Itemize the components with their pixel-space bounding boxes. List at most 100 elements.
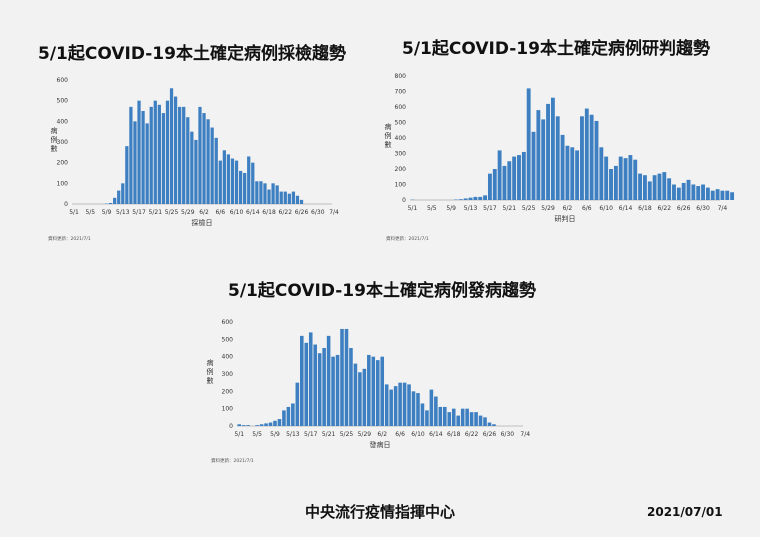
bar — [268, 422, 273, 426]
bar — [141, 111, 145, 204]
bar — [628, 155, 633, 200]
x-tick-label: 6/6 — [215, 209, 225, 216]
x-axis-label: 研判日 — [555, 214, 576, 223]
bar — [609, 169, 613, 200]
x-tick-label: 5/17 — [483, 205, 497, 212]
x-tick-label: 5/13 — [116, 209, 130, 216]
bar — [108, 202, 113, 204]
bar — [238, 170, 243, 204]
bar — [243, 173, 247, 204]
y-axis-label-char: 病 — [51, 126, 58, 135]
chart-title-test: 5/1起COVID-19本土確定病例採檢趨勢 — [38, 44, 346, 64]
bar — [331, 356, 335, 426]
bar — [271, 183, 275, 204]
x-tick-label: 6/26 — [295, 209, 309, 216]
bar — [443, 406, 447, 426]
chart-title-judge: 5/1起COVID-19本土確定病例研判趨勢 — [402, 39, 710, 59]
bar — [190, 131, 194, 204]
x-tick-label: 6/26 — [483, 431, 497, 438]
bar — [730, 192, 735, 200]
bar — [161, 113, 166, 204]
bar — [465, 408, 469, 426]
x-tick-label: 6/2 — [199, 209, 209, 216]
bar — [173, 96, 178, 204]
bar — [218, 160, 222, 204]
bar — [255, 425, 259, 426]
y-tick-label: 300 — [57, 139, 69, 146]
bar — [555, 116, 560, 200]
bar — [604, 156, 609, 200]
bar — [652, 175, 657, 200]
bar — [681, 182, 686, 200]
x-tick-label: 5/17 — [132, 209, 146, 216]
bar — [198, 106, 202, 204]
bar — [667, 178, 672, 200]
bar — [113, 197, 117, 204]
bar — [676, 187, 681, 200]
bar — [451, 408, 456, 426]
bar — [447, 412, 452, 426]
x-axis-label: 採檢日 — [192, 218, 213, 227]
y-tick-label: 600 — [395, 104, 407, 111]
bar — [286, 406, 291, 426]
bar — [647, 181, 652, 200]
x-tick-label: 7/4 — [520, 431, 530, 438]
bar — [541, 119, 546, 200]
bar — [599, 147, 604, 200]
bar — [474, 412, 478, 426]
bar — [468, 197, 473, 200]
y-tick-label: 800 — [395, 73, 407, 80]
bar — [613, 165, 618, 200]
y-tick-label: 500 — [57, 98, 69, 105]
bar — [570, 147, 575, 200]
bar — [300, 335, 304, 426]
x-tick-label: 6/30 — [501, 431, 515, 438]
bar — [304, 342, 309, 426]
footer-date: 2021/07/01 — [647, 505, 723, 519]
bar — [487, 422, 492, 426]
bar — [182, 106, 186, 204]
x-tick-label: 7/4 — [718, 205, 728, 212]
x-tick-label: 5/5 — [252, 431, 262, 438]
x-tick-label: 6/30 — [311, 209, 325, 216]
bar — [550, 97, 555, 200]
bar — [438, 406, 443, 426]
bar — [458, 199, 463, 200]
bar — [536, 110, 541, 200]
bar — [273, 420, 277, 426]
bar — [247, 156, 251, 204]
bar — [512, 156, 517, 200]
bar — [725, 190, 730, 200]
bar — [210, 127, 214, 204]
bar — [715, 189, 720, 200]
bar — [487, 173, 492, 200]
x-tick-label: 5/13 — [464, 205, 478, 212]
y-tick-label: 100 — [395, 182, 407, 189]
bar — [178, 106, 182, 204]
x-tick-label: 5/29 — [358, 431, 372, 438]
bar — [282, 410, 286, 426]
x-tick-label: 6/6 — [582, 205, 592, 212]
x-tick-label: 5/21 — [149, 209, 163, 216]
bar — [691, 184, 696, 200]
bar — [492, 169, 497, 200]
bar — [460, 408, 465, 426]
bar — [295, 195, 300, 204]
x-tick-label: 6/30 — [696, 205, 710, 212]
bar — [129, 106, 133, 204]
bar — [291, 403, 295, 426]
bar — [263, 183, 267, 204]
y-tick-label: 700 — [395, 89, 407, 96]
bar — [222, 150, 226, 204]
bar — [344, 328, 349, 426]
bar — [638, 173, 643, 200]
bar — [326, 335, 331, 426]
bar — [560, 134, 565, 200]
bar — [521, 151, 526, 200]
bar — [145, 123, 149, 204]
bar — [362, 368, 367, 426]
bar — [246, 425, 250, 426]
bar — [275, 185, 279, 204]
y-tick-label: 0 — [402, 197, 406, 204]
bar — [322, 348, 326, 426]
